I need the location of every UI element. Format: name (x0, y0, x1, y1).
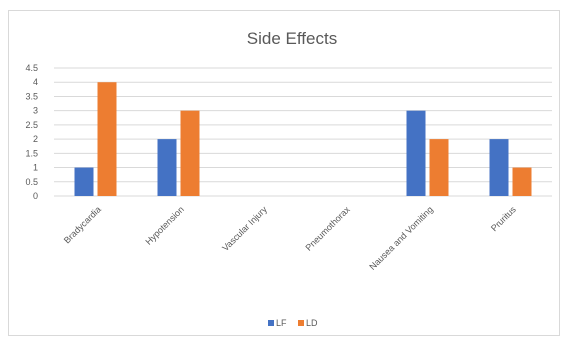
bar-ld (429, 139, 449, 196)
y-tick-label: 2 (33, 134, 38, 144)
bars (74, 82, 532, 196)
legend-label-ld: LD (306, 318, 318, 328)
bar-ld (97, 82, 117, 196)
chart-title: Side Effects (247, 29, 337, 48)
legend-swatch-ld (298, 320, 304, 326)
y-tick-label: 1 (33, 163, 38, 173)
legend-label-lf: LF (276, 318, 287, 328)
legend: LF LD (268, 318, 318, 328)
legend-swatch-lf (268, 320, 274, 326)
y-tick-label: 3 (33, 106, 38, 116)
bar-lf (74, 167, 94, 196)
y-tick-label: 2.5 (25, 120, 38, 130)
bar-lf (489, 139, 509, 196)
y-tick-label: 0 (33, 191, 38, 201)
y-tick-label: 4.5 (25, 63, 38, 73)
bar-ld (180, 110, 200, 196)
y-axis-tick-labels: 0 0.5 1 1.5 2 2.5 3 3.5 4 4.5 (25, 63, 38, 201)
gridlines (54, 67, 552, 197)
bar-ld (512, 167, 532, 196)
y-tick-label: 4 (33, 77, 38, 87)
y-tick-label: 1.5 (25, 148, 38, 158)
bar-lf (157, 139, 177, 196)
y-tick-label: 0.5 (25, 177, 38, 187)
bar-lf (406, 110, 426, 196)
y-tick-label: 3.5 (25, 91, 38, 101)
